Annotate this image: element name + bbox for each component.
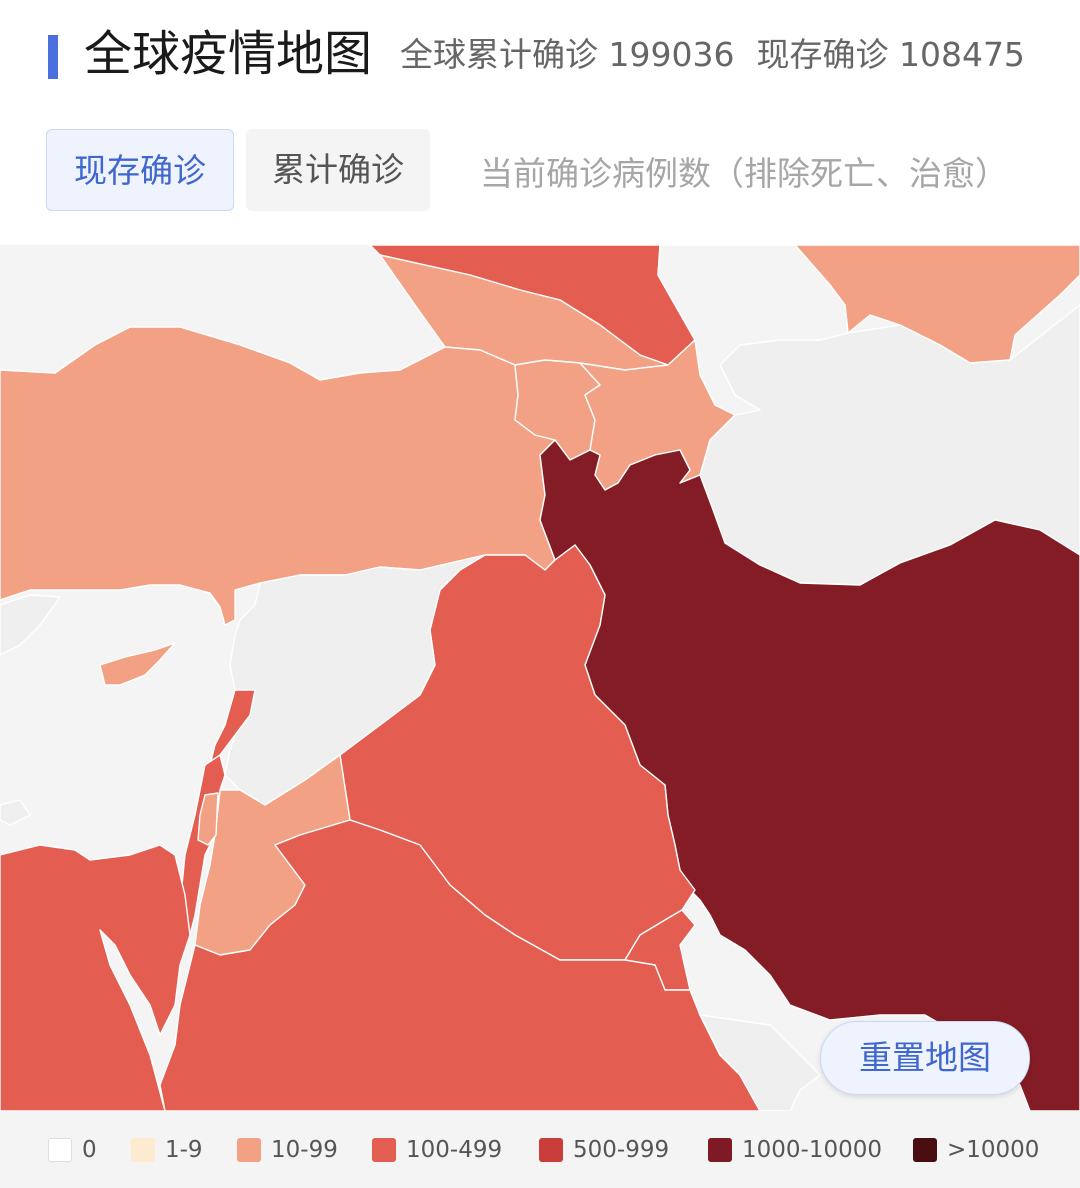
- legend-swatch-2: [237, 1138, 261, 1162]
- legend-item-4: 500-999: [539, 1135, 669, 1165]
- legend-label-6: >10000: [947, 1137, 1040, 1163]
- country-greece-island[interactable]: [0, 799, 31, 826]
- legend-swatch-1: [131, 1138, 155, 1162]
- country-cyprus[interactable]: [99, 642, 176, 686]
- legend-label-1: 1-9: [165, 1137, 203, 1163]
- legend-swatch-4: [539, 1138, 563, 1162]
- legend-label-5: 1000-10000: [742, 1137, 882, 1163]
- map-legend: 0 1-9 10-99 100-499 500-999 1000-10000 >…: [0, 1111, 1080, 1188]
- legend-item-0: 0: [48, 1135, 97, 1165]
- legend-swatch-6: [913, 1138, 937, 1162]
- map-area[interactable]: [0, 245, 1080, 1111]
- reset-map-button[interactable]: 重置地图: [820, 1021, 1030, 1095]
- legend-label-2: 10-99: [271, 1137, 338, 1163]
- country-gulf-land[interactable]: [699, 1014, 821, 1111]
- total-confirmed: 全球累计确诊 199036: [400, 35, 735, 74]
- page-title: 全球疫情地图: [84, 26, 373, 82]
- title-accent-bar: [48, 35, 58, 79]
- stats-summary: 全球累计确诊 199036 现存确诊 108475: [400, 33, 1025, 77]
- tab-description: 当前确诊病例数（排除死亡、治愈）: [480, 154, 1008, 193]
- legend-label-0: 0: [82, 1137, 97, 1163]
- tab-cumulative-confirmed[interactable]: 累计确诊: [246, 129, 430, 211]
- legend-item-5: 1000-10000: [708, 1135, 882, 1165]
- map-canvas[interactable]: [0, 245, 1080, 1111]
- country-syria[interactable]: [224, 554, 486, 806]
- legend-label-4: 500-999: [573, 1137, 670, 1163]
- legend-item-1: 1-9: [131, 1135, 203, 1165]
- legend-swatch-0: [48, 1138, 72, 1162]
- country-greece[interactable]: [0, 594, 61, 656]
- country-egypt[interactable]: [0, 844, 191, 1111]
- header: 全球疫情地图 全球累计确诊 199036 现存确诊 108475 现存确诊 累计确…: [0, 0, 1080, 245]
- current-confirmed: 现存确诊 108475: [756, 35, 1025, 74]
- legend-item-3: 100-499: [372, 1135, 502, 1165]
- legend-label-3: 100-499: [406, 1137, 503, 1163]
- legend-item-6: >10000: [913, 1135, 1039, 1165]
- legend-item-2: 10-99: [237, 1135, 338, 1165]
- legend-swatch-3: [372, 1138, 396, 1162]
- country-palestine[interactable]: [197, 792, 219, 846]
- legend-swatch-5: [708, 1138, 732, 1162]
- tab-current-confirmed[interactable]: 现存确诊: [46, 129, 234, 211]
